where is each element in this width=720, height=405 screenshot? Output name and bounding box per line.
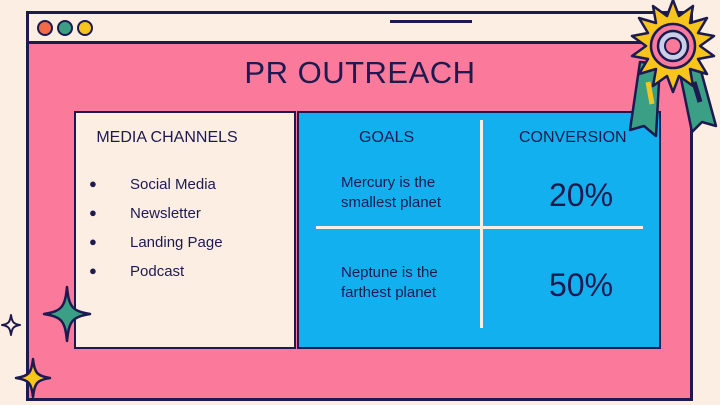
media-channels-panel: MEDIA CHANNELS ● Social Media ● Newsletter… bbox=[74, 111, 296, 349]
window-dot-yellow[interactable] bbox=[77, 20, 93, 36]
goals-heading: GOALS bbox=[359, 129, 415, 146]
media-channels-list: ● Social Media ● Newsletter ● Landing Page … bbox=[89, 176, 223, 292]
list-item: ● Social Media bbox=[89, 176, 216, 193]
list-item: ● Podcast bbox=[89, 263, 185, 280]
award-medal-icon bbox=[628, 0, 718, 138]
goals-table-panel: GOALS CONVERSION Mercury is the smallest… bbox=[297, 111, 661, 349]
window-titlebar bbox=[29, 14, 690, 44]
list-item: ● Landing Page bbox=[89, 234, 223, 251]
bullet-icon: ● bbox=[89, 234, 97, 249]
conversion-value: 20% bbox=[549, 177, 614, 213]
media-channels-heading: MEDIA CHANNELS bbox=[96, 129, 238, 146]
window-dot-red[interactable] bbox=[37, 20, 53, 36]
conversion-heading: CONVERSION bbox=[519, 129, 627, 146]
page-title: PR OUTREACH bbox=[244, 55, 476, 90]
bullet-icon: ● bbox=[89, 176, 97, 191]
bullet-icon: ● bbox=[89, 205, 97, 220]
sparkle-icon bbox=[14, 357, 52, 399]
sparkle-icon bbox=[1, 314, 21, 336]
window-dot-green[interactable] bbox=[57, 20, 73, 36]
table-divider-vertical bbox=[480, 120, 483, 328]
titlebar-line bbox=[390, 20, 472, 23]
list-item: ● Newsletter bbox=[89, 205, 201, 222]
sparkle-icon bbox=[42, 285, 92, 343]
bullet-icon: ● bbox=[89, 263, 97, 278]
goal-text: Mercury is the smallest planet bbox=[341, 174, 442, 211]
table-divider-horizontal bbox=[316, 226, 643, 229]
conversion-value: 50% bbox=[549, 267, 614, 303]
goal-text: Neptune is the farthest planet bbox=[341, 264, 438, 301]
